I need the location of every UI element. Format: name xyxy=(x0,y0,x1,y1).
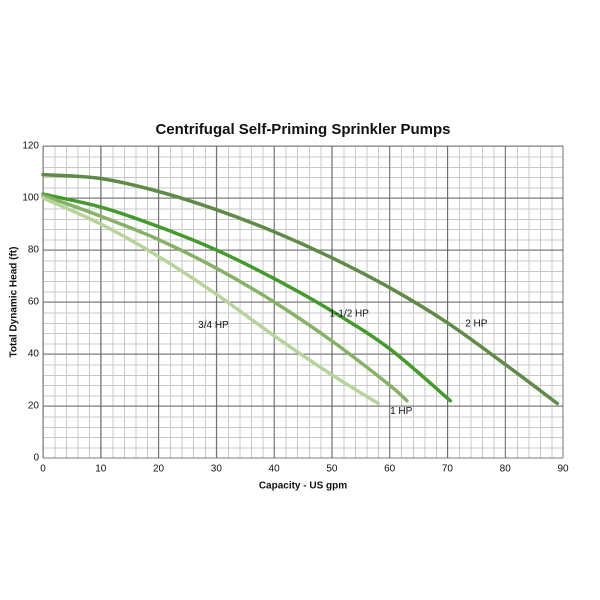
series-label: 2 HP xyxy=(465,319,488,330)
y-tick-label: 80 xyxy=(28,245,40,256)
x-tick-label: 80 xyxy=(500,464,512,475)
y-tick-label: 20 xyxy=(28,401,40,412)
y-tick-label: 120 xyxy=(22,141,39,152)
chart-title: Centrifugal Self-Priming Sprinkler Pumps xyxy=(155,121,450,138)
x-tick-label: 20 xyxy=(153,464,165,475)
series-label: 1 HP xyxy=(390,406,413,417)
y-tick-label: 40 xyxy=(28,349,40,360)
x-tick-label: 50 xyxy=(326,464,338,475)
series-line xyxy=(41,196,380,406)
series-line xyxy=(41,192,453,403)
x-tick-label: 60 xyxy=(384,464,396,475)
x-axis-label: Capacity - US gpm xyxy=(259,481,347,492)
y-tick-label: 0 xyxy=(33,453,39,464)
x-tick-label: 70 xyxy=(442,464,454,475)
x-tick-label: 40 xyxy=(269,464,281,475)
series-label: 3/4 HP xyxy=(198,320,229,331)
y-tick-label: 100 xyxy=(22,193,39,204)
x-tick-label: 90 xyxy=(557,464,569,475)
x-tick-label: 30 xyxy=(211,464,223,475)
series-label: 1-1/2 HP xyxy=(329,308,369,319)
x-tick-label: 10 xyxy=(95,464,107,475)
series-line xyxy=(41,172,559,406)
y-tick-label: 60 xyxy=(28,297,40,308)
x-tick-label: 0 xyxy=(40,464,46,475)
y-axis-label: Total Dynamic Head (ft) xyxy=(9,247,20,358)
series-line xyxy=(41,193,409,403)
